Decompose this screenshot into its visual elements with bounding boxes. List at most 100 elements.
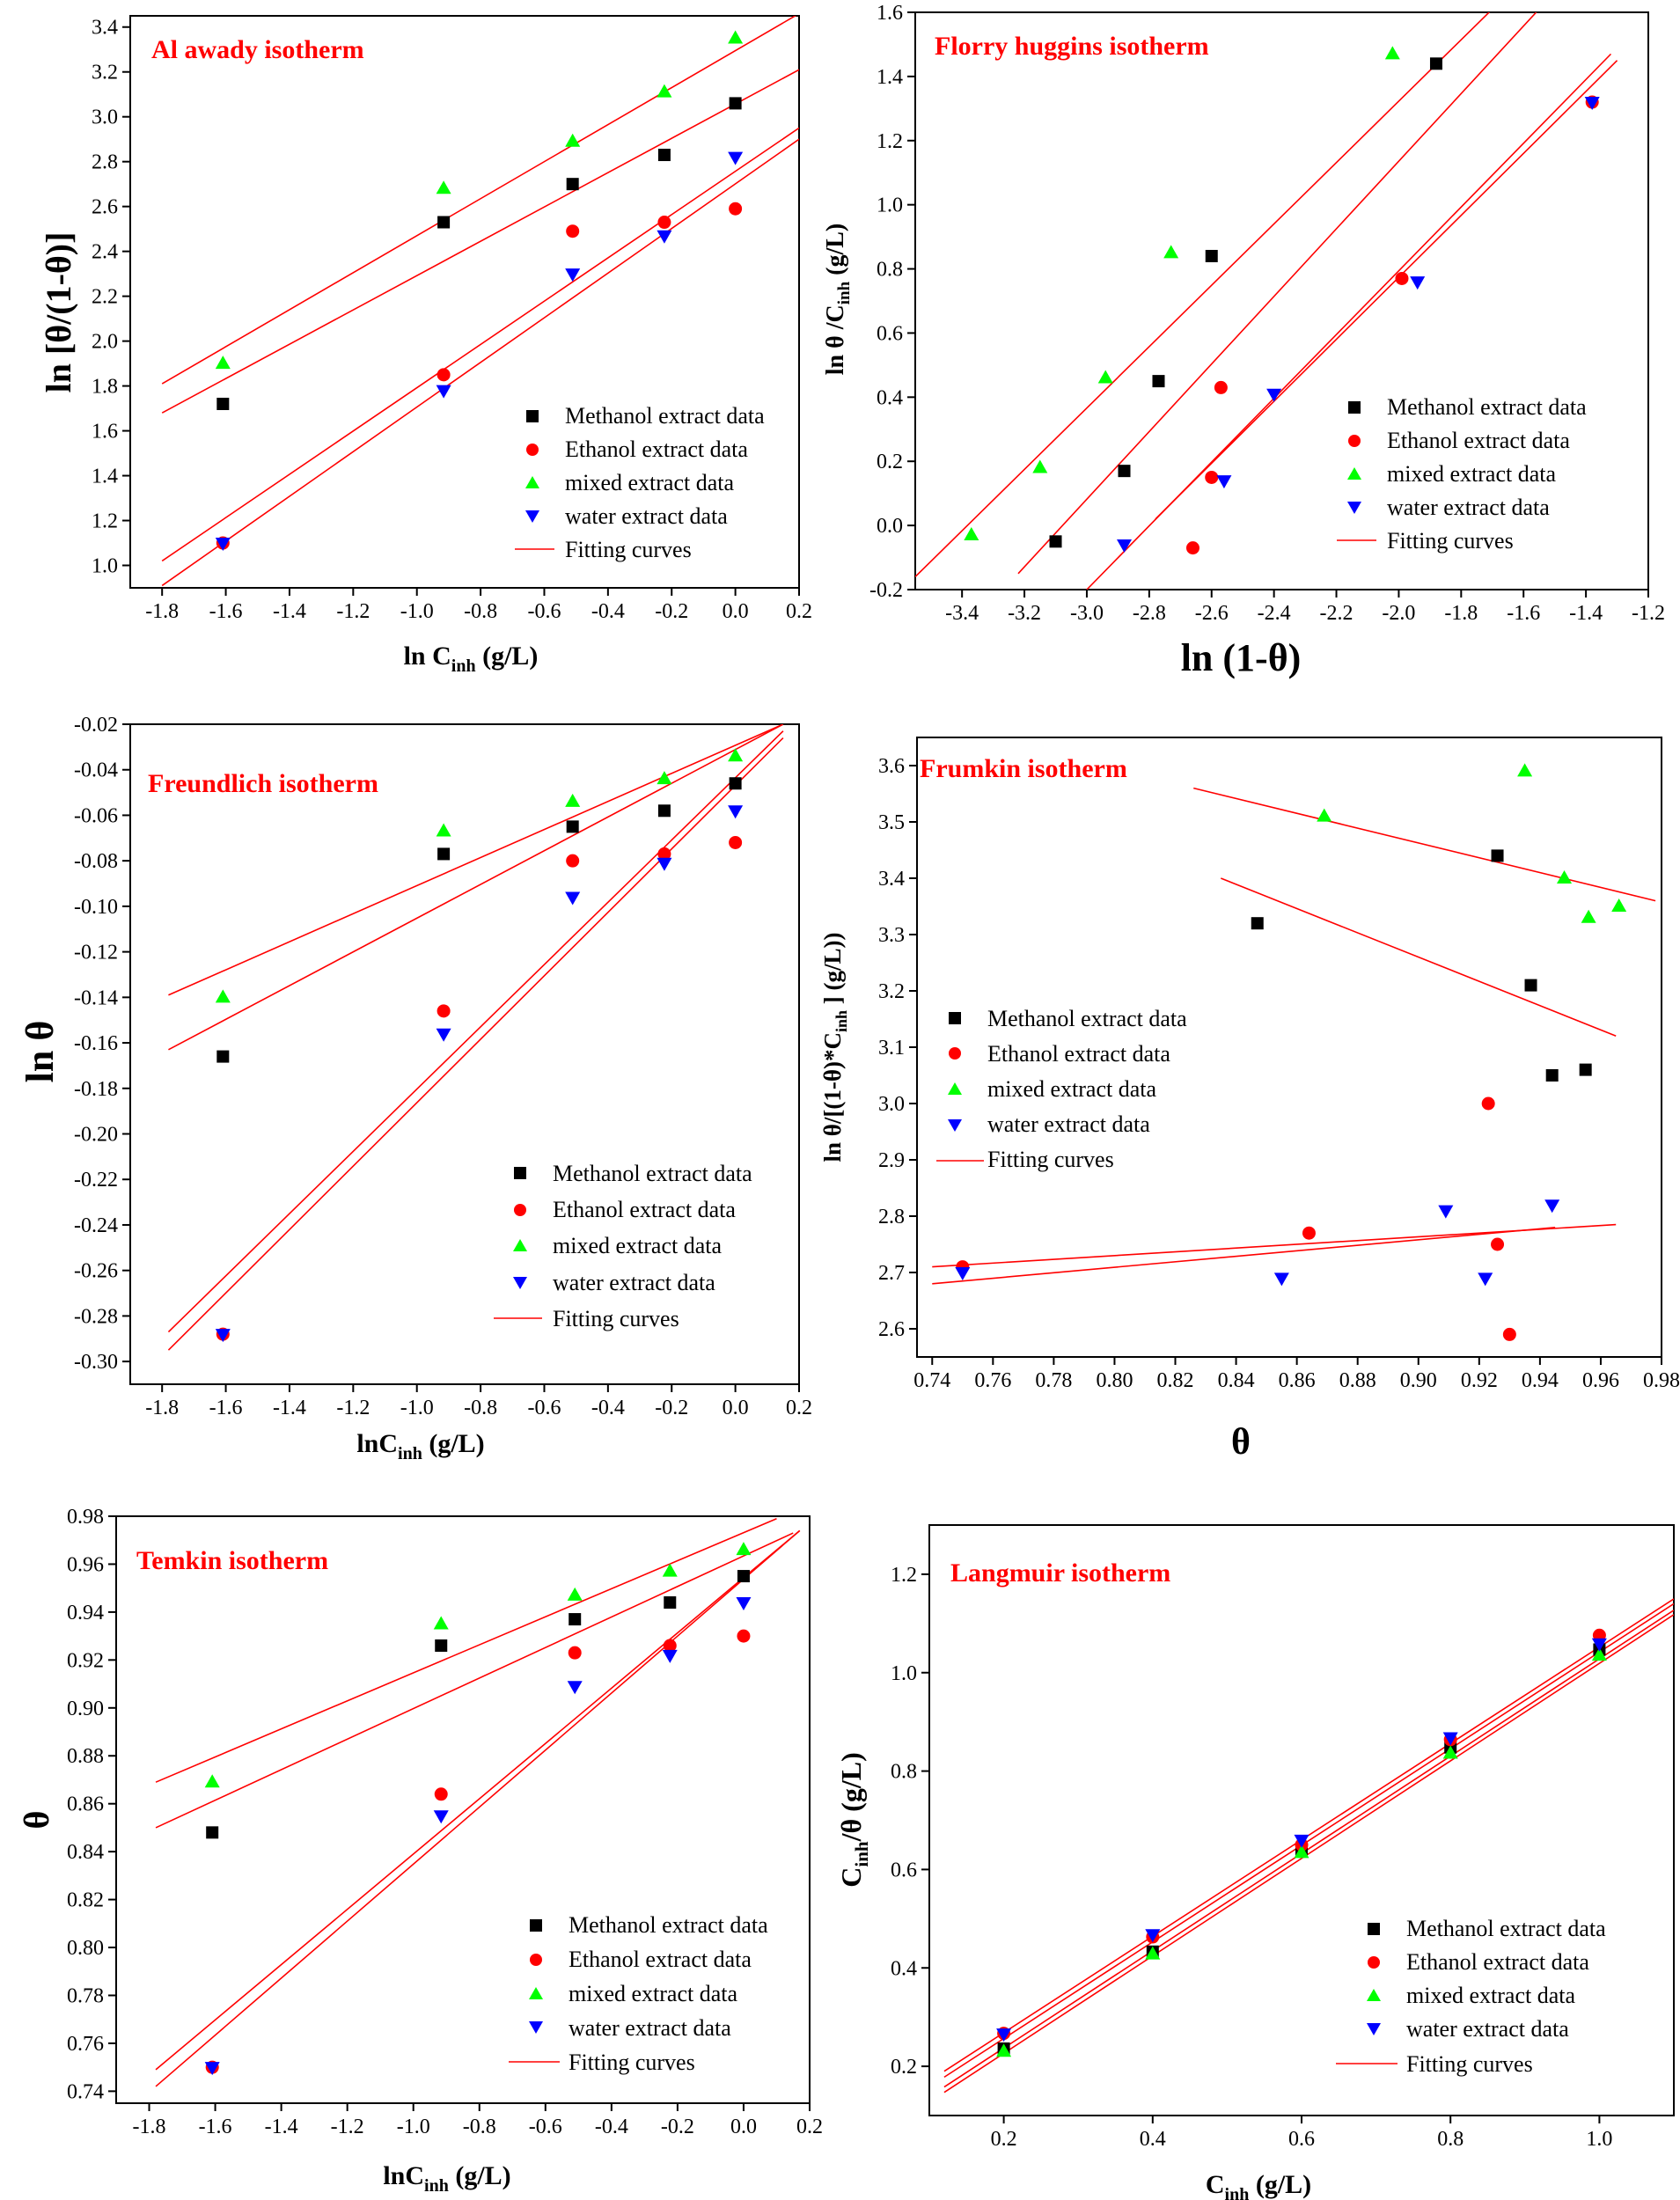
fit-line [155, 1529, 801, 2071]
legend-label-mixed: mixed extract data [565, 470, 734, 495]
legend-marker-ethanol [1348, 435, 1361, 447]
panel-flory: -3.4 -3.2 -3.0 -2.8 -2.6 -2.4 -2.2 -2.0 -1.8 -1.6… [822, 2, 1665, 679]
x-tick-label: 0.98 [1643, 1369, 1680, 1392]
point-mixed [964, 527, 979, 541]
y-tick-label: -0.04 [74, 759, 118, 782]
legend: Methanol extract data Ethanol extract da… [509, 1912, 768, 2075]
point-mixed [436, 180, 451, 194]
legend-label-ethanol: Ethanol extract data [987, 1041, 1170, 1067]
chart-title: Langmuir isotherm [950, 1558, 1170, 1588]
x-tick-label: 0.2 [796, 2116, 823, 2138]
point-mixed [1384, 46, 1400, 60]
y-tick-label: -0.14 [74, 986, 118, 1009]
y-tick-label: 1.2 [877, 130, 903, 153]
freundlich-marks: -1.8 -1.6 -1.4 -1.2 -1.0 -0.8 -0.6 -0.4 -0.2 0.0 0… [74, 714, 812, 1419]
plot-frame [129, 15, 800, 589]
fit-line [1221, 877, 1617, 1037]
legend-label-fit: Fitting curves [569, 2050, 695, 2075]
point-mixed [736, 1542, 752, 1556]
point-water [996, 2028, 1012, 2042]
point-water [215, 538, 231, 552]
fit-line [1193, 787, 1656, 902]
x-tick-label: -0.8 [463, 2116, 496, 2138]
point-mixed [1591, 1647, 1607, 1661]
x-tick-label: -2.8 [1133, 602, 1166, 625]
point-ethanol [437, 368, 451, 382]
y-tick-label: 1.6 [92, 421, 118, 444]
y-tick-label: 2.6 [878, 1318, 905, 1341]
point-mixed [657, 84, 672, 98]
point-mixed [728, 748, 744, 762]
x-tick-label: -0.6 [529, 2116, 562, 2138]
y-tick-label: 2.9 [878, 1149, 905, 1172]
fit-line [943, 1598, 1674, 2072]
point-mixed [1611, 898, 1627, 912]
point-water [657, 857, 672, 871]
x-tick-label: -0.2 [661, 2116, 694, 2138]
point-methanol [569, 1613, 582, 1626]
x-tick-label: 0.0 [730, 2116, 757, 2138]
point-methanol [664, 1596, 677, 1610]
point-ethanol [1302, 1226, 1316, 1240]
x-tick-label: 0.96 [1582, 1369, 1619, 1392]
legend-label-water: water extract data [569, 2015, 731, 2041]
legend-label-mixed: mixed extract data [553, 1233, 722, 1258]
point-water [662, 1649, 678, 1663]
y-tick-label: 2.8 [92, 151, 118, 174]
y-axis-label: ln [θ/(1-θ)] [39, 232, 78, 393]
y-tick-label: 2.4 [92, 241, 118, 264]
x-tick-label: -2.2 [1320, 602, 1354, 625]
x-tick-label: 0.84 [1218, 1369, 1255, 1392]
point-water [1442, 1732, 1458, 1746]
y-tick-label: 2.0 [92, 331, 118, 354]
x-tick-label: -0.4 [591, 600, 625, 623]
y-tick-label: 0.98 [67, 1506, 104, 1529]
point-water [1273, 1272, 1289, 1287]
x-tick-label: 0.74 [913, 1369, 950, 1392]
legend-marker-methanol [1348, 401, 1361, 414]
y-tick-label: 0.4 [877, 386, 903, 409]
point-methanol [1579, 1063, 1592, 1076]
x-tick-label: 0.88 [1339, 1369, 1376, 1392]
point-mixed [1097, 370, 1113, 384]
x-tick-label: -1.0 [397, 2116, 430, 2138]
y-tick-label: -0.16 [74, 1032, 118, 1055]
point-mixed [662, 1563, 678, 1577]
legend: Methanol extract data Ethanol extract da… [1336, 1916, 1606, 2077]
x-tick-label: -1.8 [1444, 602, 1478, 625]
legend: Methanol extract data Ethanol extract da… [515, 403, 765, 562]
x-tick-label: 0.76 [974, 1369, 1011, 1392]
fit-line [1155, 60, 1618, 520]
x-tick-label: -1.8 [145, 600, 179, 623]
point-mixed [657, 771, 672, 785]
x-tick-label: 0.8 [1437, 2128, 1464, 2151]
fit-line [168, 724, 784, 996]
y-tick-label: 1.0 [891, 1662, 917, 1685]
y-tick-label: 3.2 [878, 980, 905, 1003]
y-tick-label: 0.96 [67, 1553, 104, 1576]
y-tick-label: 3.4 [878, 868, 905, 891]
x-tick-label: -1.2 [336, 1397, 370, 1419]
point-ethanol [434, 1787, 448, 1801]
x-tick-label: -0.8 [464, 1397, 497, 1419]
point-mixed [996, 2043, 1012, 2057]
y-tick-label: 1.0 [92, 555, 118, 578]
y-tick-label: 0.8 [891, 1761, 917, 1784]
y-tick-label: 2.2 [92, 286, 118, 309]
point-ethanol [566, 224, 580, 238]
x-tick-label: 0.94 [1522, 1369, 1559, 1392]
point-water [436, 385, 451, 399]
x-tick-label: -1.6 [199, 2116, 232, 2138]
y-tick-label: 0.82 [67, 1889, 104, 1912]
legend-label-methanol: Methanol extract data [1387, 394, 1587, 420]
point-water [1438, 1205, 1454, 1219]
point-methanol [1429, 57, 1442, 70]
x-tick-label: 0.80 [1096, 1369, 1133, 1392]
point-water [1266, 388, 1282, 402]
legend-marker-mixed [513, 1239, 527, 1251]
x-tick-label: 0.0 [723, 1397, 749, 1419]
x-tick-label: -0.2 [655, 1397, 688, 1419]
x-tick-label: -0.4 [591, 1397, 625, 1419]
y-tick-label: 1.2 [891, 1564, 917, 1587]
legend-label-ethanol: Ethanol extract data [553, 1197, 736, 1222]
